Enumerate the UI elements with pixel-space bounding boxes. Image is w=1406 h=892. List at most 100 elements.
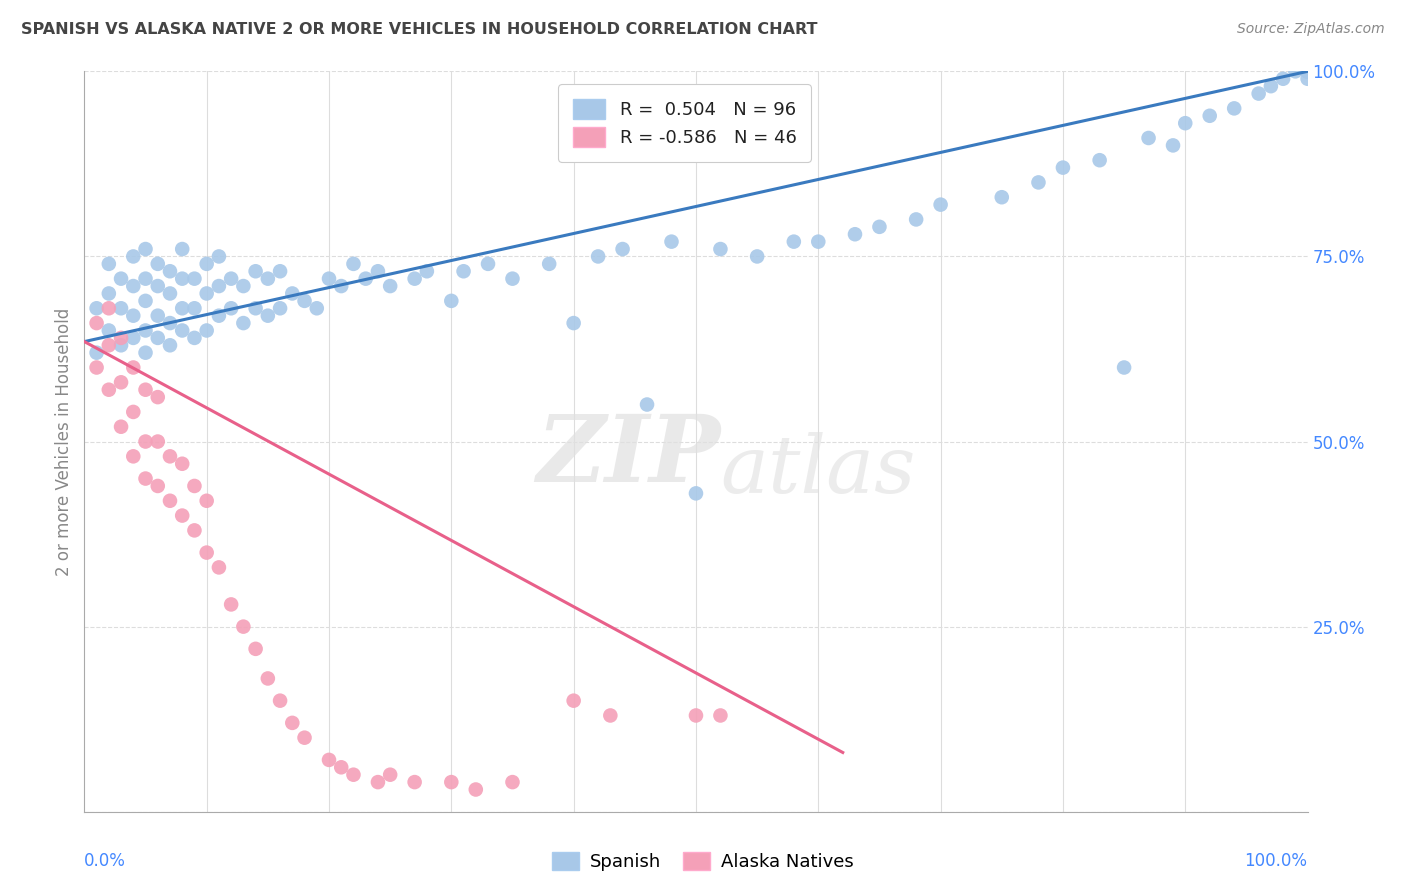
Point — [440, 293, 463, 308]
Point — [269, 694, 291, 708]
Point — [844, 227, 866, 242]
Point — [135, 471, 157, 485]
Point — [135, 242, 157, 256]
Text: ZIP: ZIP — [536, 411, 720, 501]
Point — [195, 546, 218, 560]
Point — [342, 257, 364, 271]
Point — [146, 309, 169, 323]
Point — [330, 760, 353, 774]
Point — [219, 271, 242, 285]
Point — [232, 279, 254, 293]
Point — [367, 264, 389, 278]
Point — [367, 775, 389, 789]
Text: atlas: atlas — [720, 433, 915, 510]
Point — [219, 301, 242, 316]
Point — [1137, 131, 1160, 145]
Point — [354, 271, 377, 285]
Point — [195, 493, 218, 508]
Point — [245, 264, 267, 278]
Point — [208, 560, 231, 574]
Point — [135, 293, 157, 308]
Point — [269, 264, 291, 278]
Text: 100.0%: 100.0% — [1244, 853, 1308, 871]
Point — [135, 345, 157, 359]
Point — [208, 250, 231, 264]
Point — [146, 257, 169, 271]
Point — [183, 331, 205, 345]
Point — [404, 271, 426, 285]
Point — [195, 324, 218, 338]
Point — [110, 376, 132, 390]
Point — [380, 767, 402, 781]
Point — [869, 219, 891, 234]
Point — [905, 212, 928, 227]
Point — [991, 190, 1014, 204]
Point — [159, 450, 181, 464]
Point — [97, 324, 120, 338]
Point — [709, 708, 731, 723]
Point — [135, 434, 157, 449]
Point — [1284, 64, 1306, 78]
Text: Source: ZipAtlas.com: Source: ZipAtlas.com — [1237, 22, 1385, 37]
Point — [464, 782, 486, 797]
Point — [586, 250, 609, 264]
Point — [783, 235, 806, 249]
Point — [440, 775, 463, 789]
Point — [219, 598, 242, 612]
Point — [146, 279, 169, 293]
Point — [110, 338, 132, 352]
Legend: R =  0.504   N = 96, R = -0.586   N = 46: R = 0.504 N = 96, R = -0.586 N = 46 — [558, 84, 811, 162]
Point — [183, 271, 205, 285]
Point — [1223, 102, 1246, 116]
Point — [1198, 109, 1220, 123]
Point — [502, 271, 524, 285]
Point — [1296, 64, 1319, 78]
Point — [97, 257, 120, 271]
Point — [86, 316, 108, 330]
Point — [86, 360, 108, 375]
Point — [562, 316, 585, 330]
Point — [342, 767, 364, 781]
Point — [110, 419, 132, 434]
Point — [281, 286, 304, 301]
Point — [257, 271, 280, 285]
Point — [146, 479, 169, 493]
Point — [685, 708, 707, 723]
Point — [122, 405, 145, 419]
Point — [747, 250, 769, 264]
Point — [1296, 64, 1319, 78]
Point — [122, 331, 145, 345]
Y-axis label: 2 or more Vehicles in Household: 2 or more Vehicles in Household — [55, 308, 73, 575]
Point — [135, 271, 157, 285]
Point — [257, 672, 280, 686]
Point — [1161, 138, 1184, 153]
Point — [318, 753, 340, 767]
Point — [110, 301, 132, 316]
Point — [97, 383, 120, 397]
Point — [269, 301, 291, 316]
Point — [183, 301, 205, 316]
Point — [135, 324, 157, 338]
Point — [232, 619, 254, 633]
Point — [294, 293, 316, 308]
Point — [172, 301, 194, 316]
Point — [159, 264, 181, 278]
Point — [97, 338, 120, 352]
Point — [172, 508, 194, 523]
Point — [122, 360, 145, 375]
Point — [404, 775, 426, 789]
Point — [172, 324, 194, 338]
Point — [195, 286, 218, 301]
Point — [1114, 360, 1136, 375]
Point — [612, 242, 634, 256]
Point — [281, 715, 304, 730]
Point — [146, 434, 169, 449]
Point — [294, 731, 316, 745]
Point — [1247, 87, 1270, 101]
Point — [929, 197, 952, 211]
Point — [86, 345, 108, 359]
Point — [110, 271, 132, 285]
Point — [183, 479, 205, 493]
Point — [208, 279, 231, 293]
Text: SPANISH VS ALASKA NATIVE 2 OR MORE VEHICLES IN HOUSEHOLD CORRELATION CHART: SPANISH VS ALASKA NATIVE 2 OR MORE VEHIC… — [21, 22, 818, 37]
